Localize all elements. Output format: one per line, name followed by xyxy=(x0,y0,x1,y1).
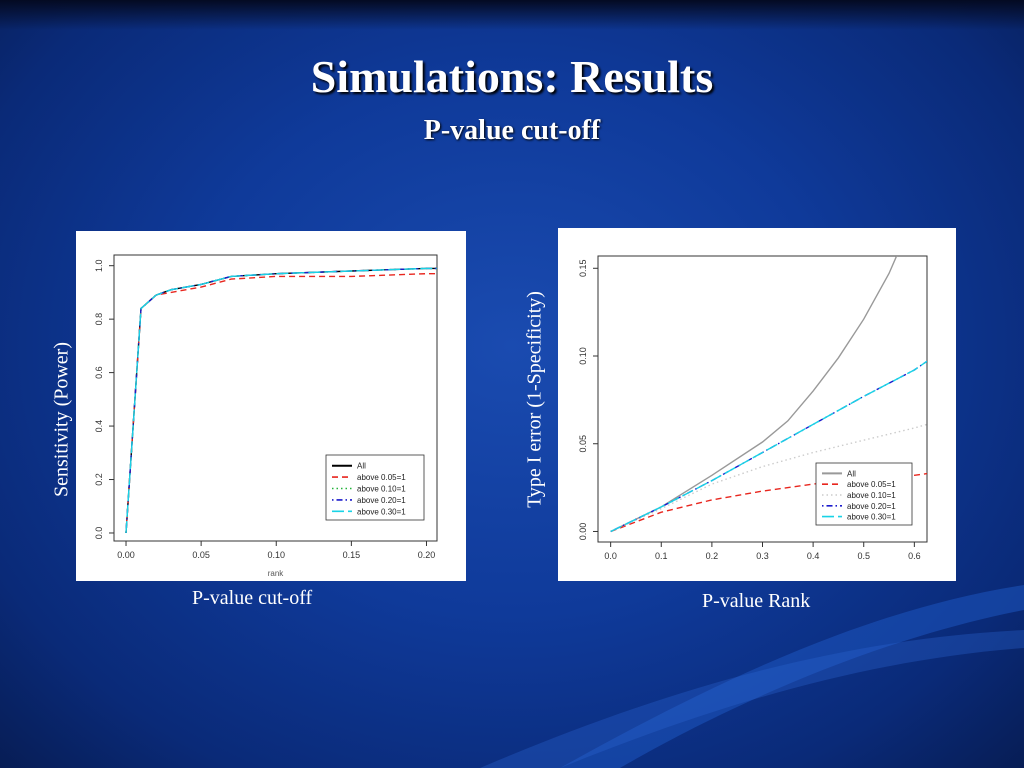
x-tick-label: 0.15 xyxy=(343,550,361,560)
series-line-all xyxy=(610,256,898,533)
legend-entry: above 0.10=1 xyxy=(847,491,896,500)
sensitivity-chart-panel: 0.00 0.05 0.10 0.15 0.20 0.0 0.2 0.4 0.6 0.8 1.0 ra… xyxy=(76,231,466,581)
series-line-above-0-20-1 xyxy=(610,360,927,533)
y-tick-label: 1.0 xyxy=(94,259,104,272)
legend-entry: above 0.05=1 xyxy=(357,473,406,482)
plot-frame xyxy=(113,254,438,542)
legend-entry: All xyxy=(847,469,856,478)
left-y-caption: Sensitivity (Power) xyxy=(50,342,73,497)
y-tick-label: 0.15 xyxy=(578,260,588,278)
x-tick-label: 0.2 xyxy=(706,551,719,561)
x-tick-label: 0.6 xyxy=(908,551,921,561)
left-x-caption: P-value cut-off xyxy=(192,587,313,609)
x-tick-label: 0.1 xyxy=(655,551,668,561)
legend-entry: above 0.30=1 xyxy=(357,507,406,516)
x-tick-label: 0.5 xyxy=(857,551,870,561)
slide-subtitle: P-value cut-off xyxy=(423,115,601,146)
series-line-above-0-30-1 xyxy=(125,267,437,534)
sensitivity-chart: 0.00 0.05 0.10 0.15 0.20 0.0 0.2 0.4 0.6 0.8 1.0 ra… xyxy=(94,254,438,578)
x-tick-label: 0.05 xyxy=(192,550,210,560)
series-line-above-0-30-1 xyxy=(610,360,927,533)
x-tick-label: 0.00 xyxy=(117,550,135,560)
x-axis-label: rank xyxy=(268,569,285,578)
type1-error-chart-panel: 0.0 0.1 0.2 0.3 0.4 0.5 0.6 0.00 0.05 0.10 0.15 All… xyxy=(558,228,956,581)
type1-error-chart: 0.0 0.1 0.2 0.3 0.4 0.5 0.6 0.00 0.05 0.10 0.15 All… xyxy=(578,255,928,561)
y-tick-label: 0.6 xyxy=(94,366,104,379)
legend-entry: above 0.20=1 xyxy=(847,502,896,511)
x-tick-label: 0.3 xyxy=(756,551,769,561)
y-tick-label: 0.4 xyxy=(94,420,104,433)
y-tick-label: 0.10 xyxy=(578,347,588,365)
top-shade xyxy=(0,0,1024,30)
y-tick-label: 0.0 xyxy=(94,527,104,540)
legend-entry: above 0.05=1 xyxy=(847,480,896,489)
x-tick-label: 0.0 xyxy=(604,551,617,561)
y-tick-label: 0.00 xyxy=(578,523,588,541)
legend-entry: above 0.20=1 xyxy=(357,496,406,505)
x-tick-label: 0.20 xyxy=(418,550,436,560)
y-tick-label: 0.8 xyxy=(94,313,104,326)
legend-entry: All xyxy=(357,462,366,471)
x-tick-label: 0.4 xyxy=(807,551,820,561)
right-y-caption: Type I error (1-Specificity) xyxy=(523,291,546,508)
y-tick-label: 0.2 xyxy=(94,473,104,486)
slide-title: Simulations: Results xyxy=(310,51,714,102)
legend-entry: above 0.30=1 xyxy=(847,513,896,522)
legend-entry: above 0.10=1 xyxy=(357,485,406,494)
x-tick-label: 0.10 xyxy=(267,550,285,560)
y-tick-label: 0.05 xyxy=(578,435,588,453)
right-x-caption: P-value Rank xyxy=(702,590,811,612)
